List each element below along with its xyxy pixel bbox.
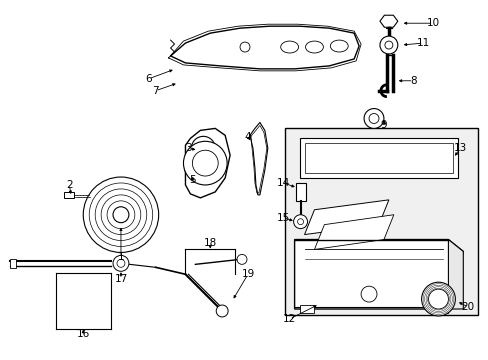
Polygon shape	[188, 130, 220, 168]
Circle shape	[183, 141, 226, 185]
Circle shape	[297, 219, 303, 225]
Circle shape	[113, 207, 129, 223]
Text: 1: 1	[118, 252, 124, 262]
Circle shape	[83, 177, 158, 252]
Text: 6: 6	[145, 74, 152, 84]
Circle shape	[384, 41, 392, 49]
Text: 5: 5	[189, 175, 195, 185]
Ellipse shape	[280, 41, 298, 53]
Polygon shape	[447, 239, 462, 309]
Polygon shape	[304, 200, 388, 235]
Circle shape	[191, 136, 215, 160]
Text: 4: 4	[244, 132, 251, 142]
Text: 10: 10	[426, 18, 439, 28]
Text: 2: 2	[66, 180, 73, 190]
Text: 13: 13	[453, 143, 466, 153]
Text: 20: 20	[461, 302, 474, 312]
Polygon shape	[170, 26, 358, 69]
Text: 15: 15	[277, 213, 290, 223]
Text: 3: 3	[185, 143, 191, 153]
Circle shape	[364, 109, 383, 129]
Circle shape	[421, 282, 454, 316]
Circle shape	[184, 160, 200, 176]
Ellipse shape	[330, 40, 347, 52]
Bar	[433, 305, 447, 313]
Text: 9: 9	[380, 121, 386, 130]
Circle shape	[237, 255, 246, 264]
Circle shape	[113, 255, 129, 271]
Circle shape	[427, 289, 447, 309]
Text: 11: 11	[416, 38, 429, 48]
Text: 19: 19	[241, 269, 254, 279]
Circle shape	[192, 150, 218, 176]
Text: 12: 12	[283, 314, 296, 324]
Text: 8: 8	[409, 76, 416, 86]
Polygon shape	[314, 215, 393, 249]
Bar	[299, 138, 457, 178]
Bar	[299, 305, 314, 313]
Circle shape	[379, 36, 397, 54]
Text: 17: 17	[114, 274, 127, 284]
Circle shape	[360, 286, 376, 302]
Circle shape	[188, 164, 196, 172]
Ellipse shape	[305, 41, 323, 53]
Circle shape	[197, 142, 209, 154]
Text: 18: 18	[203, 238, 217, 248]
Circle shape	[216, 305, 228, 317]
Bar	[284, 129, 477, 315]
Bar	[304, 143, 452, 173]
Text: 7: 7	[152, 86, 159, 96]
Bar	[10, 260, 16, 268]
Polygon shape	[379, 15, 397, 27]
Circle shape	[117, 260, 124, 267]
Circle shape	[368, 113, 378, 123]
Bar	[295, 183, 305, 201]
Polygon shape	[185, 129, 230, 198]
Circle shape	[293, 215, 307, 229]
Text: 16: 16	[77, 329, 90, 339]
Polygon shape	[294, 239, 462, 309]
Text: 14: 14	[277, 178, 290, 188]
Bar	[64, 192, 74, 198]
Circle shape	[240, 42, 249, 52]
